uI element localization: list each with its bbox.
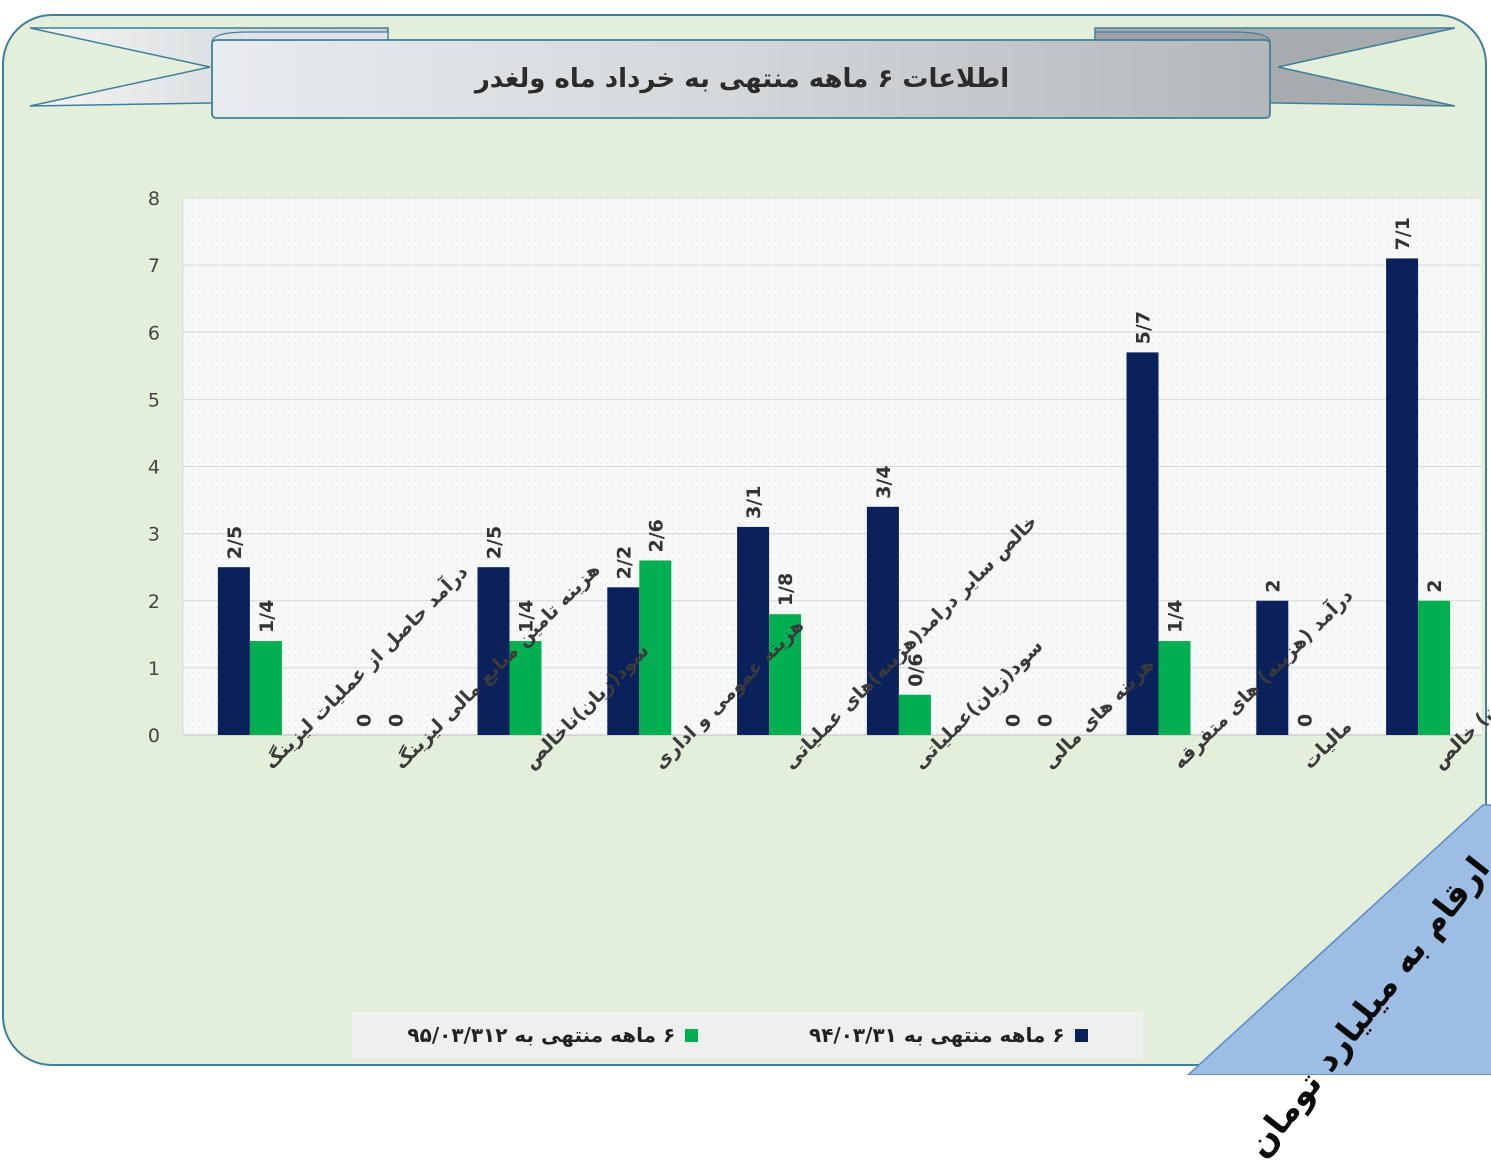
y-tick-label: 3 — [148, 524, 160, 546]
bar — [866, 506, 899, 735]
y-tick-label: 0 — [148, 725, 160, 747]
bar — [509, 641, 542, 735]
data-label: 2 — [1424, 580, 1446, 593]
y-tick-label: 4 — [148, 457, 160, 479]
y-tick-label: 7 — [148, 255, 160, 277]
data-label: 0 — [354, 714, 376, 727]
y-tick-label: 8 — [148, 188, 160, 210]
bar — [639, 560, 672, 735]
title-banner — [29, 27, 1456, 119]
y-tick-label: 2 — [148, 591, 160, 613]
legend-item-series-1: ۶ ماهه منتهی به ۹۴/۰۳/۳۱ — [809, 1023, 1088, 1047]
data-label: 2 — [1262, 580, 1284, 593]
data-label: 0 — [1003, 714, 1025, 727]
data-label: 1/4 — [256, 600, 278, 633]
data-label: 1/4 — [1165, 600, 1187, 633]
bar — [1256, 600, 1289, 735]
data-label: 2/6 — [645, 519, 667, 552]
bar — [1126, 352, 1159, 735]
unit-note-ribbon — [1186, 804, 1491, 1075]
y-tick-label: 1 — [148, 658, 160, 680]
bar — [607, 587, 640, 735]
data-label: 0/6 — [905, 653, 927, 686]
bar — [1386, 258, 1419, 735]
data-label: 0 — [1294, 714, 1316, 727]
data-label: 3/4 — [873, 465, 895, 498]
legend-label-series-1: ۶ ماهه منتهی به ۹۴/۰۳/۳۱ — [809, 1023, 1065, 1047]
bar — [898, 694, 931, 735]
data-label: 2/5 — [224, 526, 246, 559]
legend-swatch-series-1 — [1074, 1028, 1088, 1042]
legend-swatch-series-2 — [685, 1028, 699, 1042]
bar — [249, 641, 282, 735]
data-label: 1/4 — [516, 600, 538, 633]
bar — [1418, 600, 1451, 735]
bar — [737, 526, 770, 735]
data-label: 2/2 — [613, 546, 635, 579]
data-label: 5/7 — [1133, 311, 1155, 344]
data-label: 0 — [386, 714, 408, 727]
y-tick-label: 5 — [148, 389, 160, 411]
chart-title: اطلاعات ۶ ماهه منتهی به خرداد ماه ولغدر — [474, 64, 1010, 94]
bar — [769, 614, 802, 735]
legend: ۶ ماهه منتهی به ۹۴/۰۳/۳۱ ۶ ماهه منتهی به… — [352, 1012, 1143, 1058]
data-label: 1/8 — [775, 573, 797, 606]
bar — [1158, 641, 1191, 735]
data-label: 3/1 — [743, 486, 765, 519]
y-tick-label: 6 — [148, 322, 160, 344]
bar — [217, 567, 250, 735]
bar — [477, 567, 510, 735]
legend-item-series-2: ۶ ماهه منتهی به ۹۵/۰۳/۳۱۲ — [407, 1023, 699, 1047]
data-label: 2/5 — [484, 526, 506, 559]
data-label: 7/1 — [1392, 217, 1414, 250]
data-label: 0 — [1035, 714, 1057, 727]
legend-label-series-2: ۶ ماهه منتهی به ۹۵/۰۳/۳۱۲ — [407, 1023, 676, 1047]
